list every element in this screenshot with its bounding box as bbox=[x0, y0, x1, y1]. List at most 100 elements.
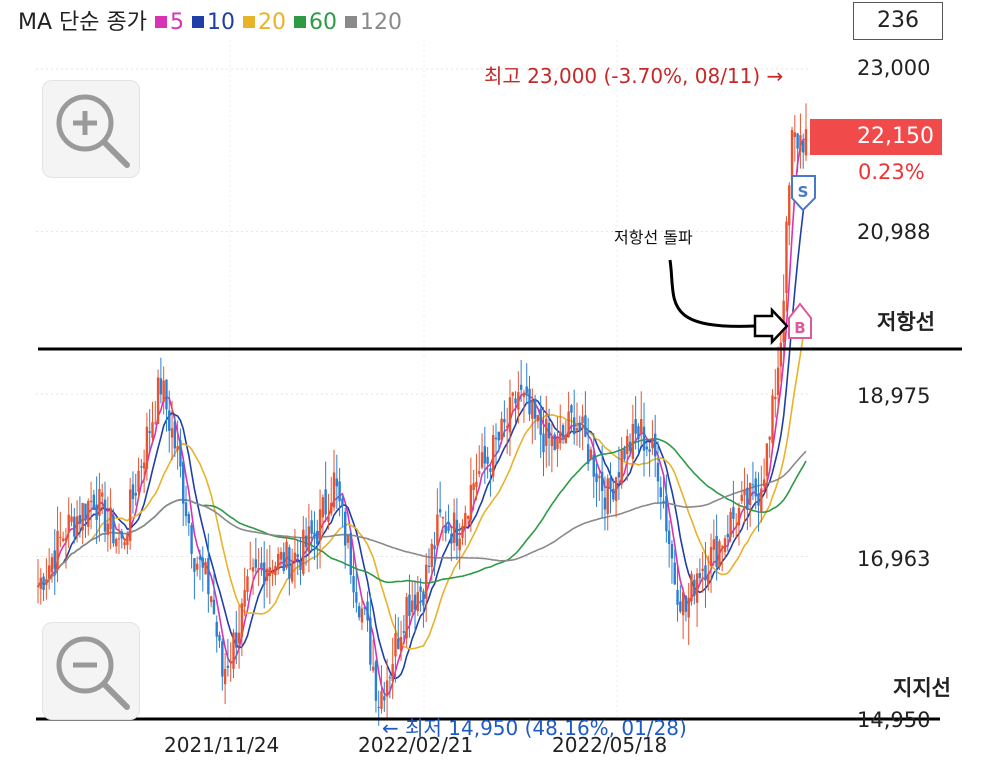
candle bbox=[198, 549, 202, 581]
candle bbox=[240, 598, 244, 657]
candle bbox=[380, 665, 383, 714]
candle bbox=[447, 504, 450, 534]
candle bbox=[151, 401, 154, 441]
candle bbox=[796, 132, 799, 173]
candle bbox=[73, 507, 76, 544]
candle bbox=[514, 391, 517, 423]
candle bbox=[344, 507, 347, 569]
candle bbox=[444, 511, 447, 542]
candle bbox=[369, 593, 372, 671]
candle bbox=[740, 481, 743, 504]
candle bbox=[184, 485, 188, 526]
candle bbox=[581, 404, 584, 450]
candle bbox=[235, 610, 238, 665]
candle bbox=[84, 503, 87, 538]
candle bbox=[648, 441, 651, 477]
candle bbox=[712, 519, 716, 566]
zoom-out-button[interactable] bbox=[42, 622, 140, 720]
candle bbox=[573, 389, 576, 445]
candle bbox=[424, 553, 428, 623]
candle bbox=[707, 555, 710, 591]
candle bbox=[623, 445, 626, 462]
candle bbox=[684, 595, 688, 622]
candle bbox=[592, 432, 595, 499]
candle bbox=[391, 637, 394, 700]
legend-item-label: 60 bbox=[308, 10, 337, 35]
candle bbox=[466, 515, 470, 525]
buy-marker-label: B bbox=[794, 319, 805, 337]
candle bbox=[402, 615, 406, 642]
candle bbox=[215, 615, 218, 653]
candle bbox=[134, 473, 137, 506]
candle bbox=[748, 482, 752, 527]
candle bbox=[799, 113, 802, 169]
candle bbox=[584, 391, 587, 438]
candle bbox=[209, 595, 213, 608]
candle bbox=[525, 363, 528, 405]
zoom-out-icon bbox=[56, 636, 130, 710]
candle bbox=[268, 545, 271, 605]
candle bbox=[106, 496, 110, 552]
candle bbox=[296, 540, 299, 576]
candle bbox=[665, 474, 668, 543]
candle bbox=[517, 371, 520, 424]
current-price-tag: 22,150 bbox=[810, 119, 942, 155]
candle bbox=[458, 523, 461, 570]
candle bbox=[288, 544, 291, 596]
breakout-arrowhead bbox=[753, 306, 789, 346]
candle bbox=[346, 534, 350, 549]
candle bbox=[494, 423, 498, 465]
candle bbox=[438, 481, 442, 518]
candle bbox=[371, 639, 375, 673]
candle bbox=[360, 597, 364, 631]
candle-count-box[interactable]: 236 bbox=[853, 2, 943, 40]
candle bbox=[539, 395, 542, 458]
candle bbox=[279, 547, 283, 568]
candle bbox=[628, 433, 632, 457]
candle bbox=[718, 539, 721, 571]
candle bbox=[634, 396, 637, 450]
candle bbox=[472, 469, 475, 511]
candle bbox=[564, 420, 568, 444]
candle bbox=[36, 558, 40, 604]
candle bbox=[332, 449, 336, 512]
candle bbox=[771, 389, 774, 447]
candle bbox=[785, 216, 788, 312]
candle bbox=[469, 457, 473, 533]
candle bbox=[89, 481, 93, 530]
candle bbox=[98, 472, 101, 542]
candle bbox=[56, 506, 59, 583]
candle bbox=[112, 508, 115, 547]
candle bbox=[246, 569, 249, 601]
candle bbox=[355, 570, 358, 613]
candle bbox=[511, 391, 514, 413]
candle bbox=[695, 568, 699, 627]
low-annotation: ← 최저 14,950 (48.16%, 01/28) bbox=[382, 716, 687, 740]
candle bbox=[679, 584, 682, 614]
candle bbox=[536, 414, 540, 429]
candle bbox=[310, 510, 313, 553]
candle bbox=[676, 566, 679, 622]
candle bbox=[335, 454, 339, 510]
candle bbox=[715, 514, 718, 581]
candle bbox=[349, 529, 352, 584]
candle bbox=[427, 548, 431, 574]
candle bbox=[42, 573, 45, 602]
zoom-in-button[interactable] bbox=[42, 80, 140, 178]
candle bbox=[743, 467, 746, 523]
candle bbox=[486, 446, 489, 479]
candle bbox=[754, 471, 757, 510]
candle bbox=[631, 404, 635, 467]
candle bbox=[500, 411, 503, 445]
candle bbox=[732, 480, 735, 538]
candle bbox=[254, 537, 258, 574]
candle bbox=[757, 472, 760, 532]
candle bbox=[620, 437, 623, 489]
candle bbox=[746, 474, 749, 531]
candle bbox=[352, 550, 355, 608]
candle bbox=[522, 389, 526, 423]
candle bbox=[461, 519, 464, 545]
candle bbox=[45, 558, 48, 600]
candle bbox=[656, 440, 660, 504]
